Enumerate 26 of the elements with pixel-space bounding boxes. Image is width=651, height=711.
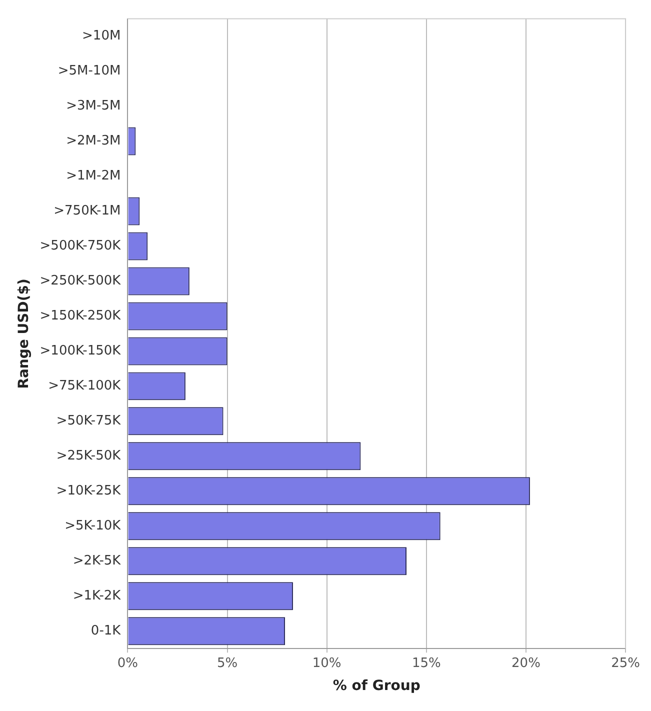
y-tick-label: >2M-3M <box>66 134 121 149</box>
y-tick-label: >10K-25K <box>56 484 122 499</box>
y-tick-label: >5M-10M <box>58 64 121 79</box>
y-tick-label: >10M <box>82 28 121 44</box>
y-tick-label: >2K-5K <box>72 554 122 569</box>
y-tick-label: >75K-100K <box>48 378 122 394</box>
x-tick-label: 0% <box>117 656 138 671</box>
y-tick-label: >5K-10K <box>64 518 122 534</box>
y-tick-label: >50K-75K <box>56 414 122 429</box>
x-tick-label: 25% <box>611 656 640 671</box>
y-tick-label: >750K-1M <box>54 204 121 219</box>
x-tick-label: 10% <box>312 656 342 671</box>
y-tick-label: 0-1K <box>90 623 122 638</box>
y-tick-label: >3M-5M <box>66 98 121 114</box>
y-tick-label: >1M-2M <box>66 168 121 184</box>
y-tick-label: >1K-2K <box>72 588 122 604</box>
x-tick-label: 20% <box>512 656 540 671</box>
y-tick-label: >250K-500K <box>40 274 122 289</box>
x-axis-title: % of Group <box>332 678 420 694</box>
x-tick-label: 5% <box>216 656 238 671</box>
y-tick-label: >150K-250K <box>40 308 122 324</box>
x-tick-label: 15% <box>412 656 441 671</box>
y-tick-label: >25K-50K <box>56 448 122 464</box>
y-tick-label: >100K-150K <box>40 344 122 359</box>
y-tick-label: >500K-750K <box>40 238 122 254</box>
y-axis-title: Range USD($) <box>16 278 32 389</box>
